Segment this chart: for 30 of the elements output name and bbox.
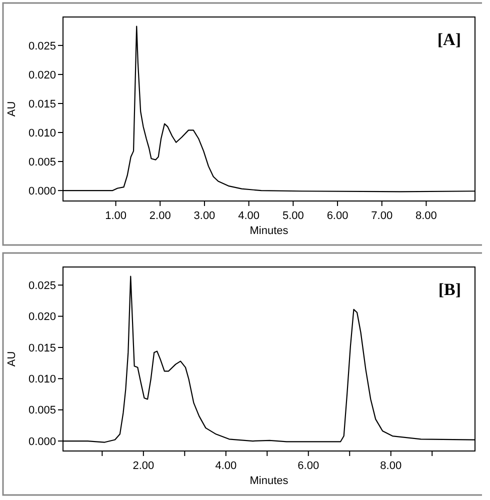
y-tick-label: 0.020: [28, 69, 56, 82]
x-tick-label: 1.00: [105, 210, 126, 222]
y-tick-label: 0.020: [28, 311, 56, 324]
y-tick-label: 0.005: [28, 404, 56, 417]
y-axis-title: AU: [6, 101, 18, 117]
y-tick-label: 0.025: [28, 40, 56, 52]
x-tick-label: 4.00: [215, 460, 237, 472]
annotation: [B]: [438, 280, 461, 299]
y-tick-label: 0.000: [28, 436, 56, 448]
x-tick-label: 5.00: [282, 210, 304, 222]
x-tick-label: 7.00: [371, 210, 393, 222]
x-tick-label: 8.00: [380, 460, 402, 472]
x-tick-label: 4.00: [238, 210, 260, 222]
y-axis-title: AU: [6, 351, 18, 367]
y-tick-label: 0.005: [28, 156, 56, 168]
y-tick-label: 0.015: [28, 98, 56, 110]
x-tick-label: 3.00: [194, 210, 216, 222]
y-tick-label: 0.010: [28, 127, 56, 140]
y-tick-label: 0.010: [28, 373, 56, 386]
x-tick-label: 8.00: [416, 210, 437, 222]
y-tick-label: 0.000: [28, 185, 56, 198]
x-tick-label: 6.00: [298, 460, 320, 472]
x-tick-label: 2.00: [132, 460, 154, 472]
annotation: [A]: [437, 30, 461, 49]
x-tick-label: 6.00: [326, 210, 348, 222]
x-axis-title: Minutes: [250, 475, 289, 487]
y-tick-label: 0.015: [28, 342, 56, 354]
x-axis-title: Minutes: [250, 225, 289, 237]
x-tick-label: 2.00: [149, 210, 171, 222]
y-tick-label: 0.025: [28, 280, 56, 292]
